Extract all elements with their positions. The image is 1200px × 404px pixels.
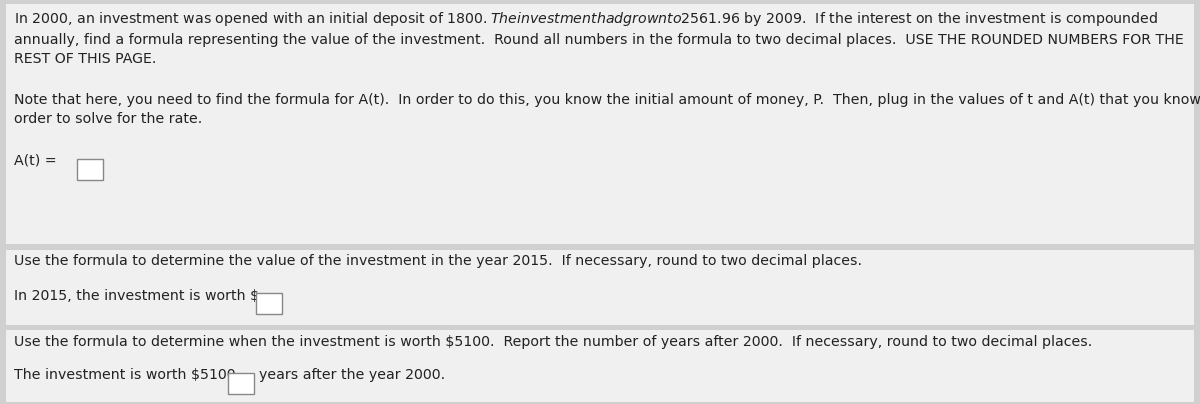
Text: Use the formula to determine when the investment is worth $5100.  Report the num: Use the formula to determine when the in… xyxy=(14,335,1093,349)
Text: years after the year 2000.: years after the year 2000. xyxy=(259,368,445,383)
Text: In 2000, an investment was opened with an initial deposit of $1800.  The investm: In 2000, an investment was opened with a… xyxy=(14,10,1184,66)
FancyBboxPatch shape xyxy=(77,159,103,180)
FancyBboxPatch shape xyxy=(228,373,254,394)
Text: In 2015, the investment is worth $: In 2015, the investment is worth $ xyxy=(14,289,259,303)
Text: Use the formula to determine the value of the investment in the year 2015.  If n: Use the formula to determine the value o… xyxy=(14,254,863,268)
Text: A(t) =: A(t) = xyxy=(14,154,58,168)
Bar xyxy=(6,4,1194,244)
Text: The investment is worth $5100: The investment is worth $5100 xyxy=(14,368,236,383)
Bar xyxy=(6,250,1194,325)
Bar xyxy=(6,330,1194,402)
Text: Note that here, you need to find the formula for A(t).  In order to do this, you: Note that here, you need to find the for… xyxy=(14,93,1200,126)
FancyBboxPatch shape xyxy=(256,293,282,314)
